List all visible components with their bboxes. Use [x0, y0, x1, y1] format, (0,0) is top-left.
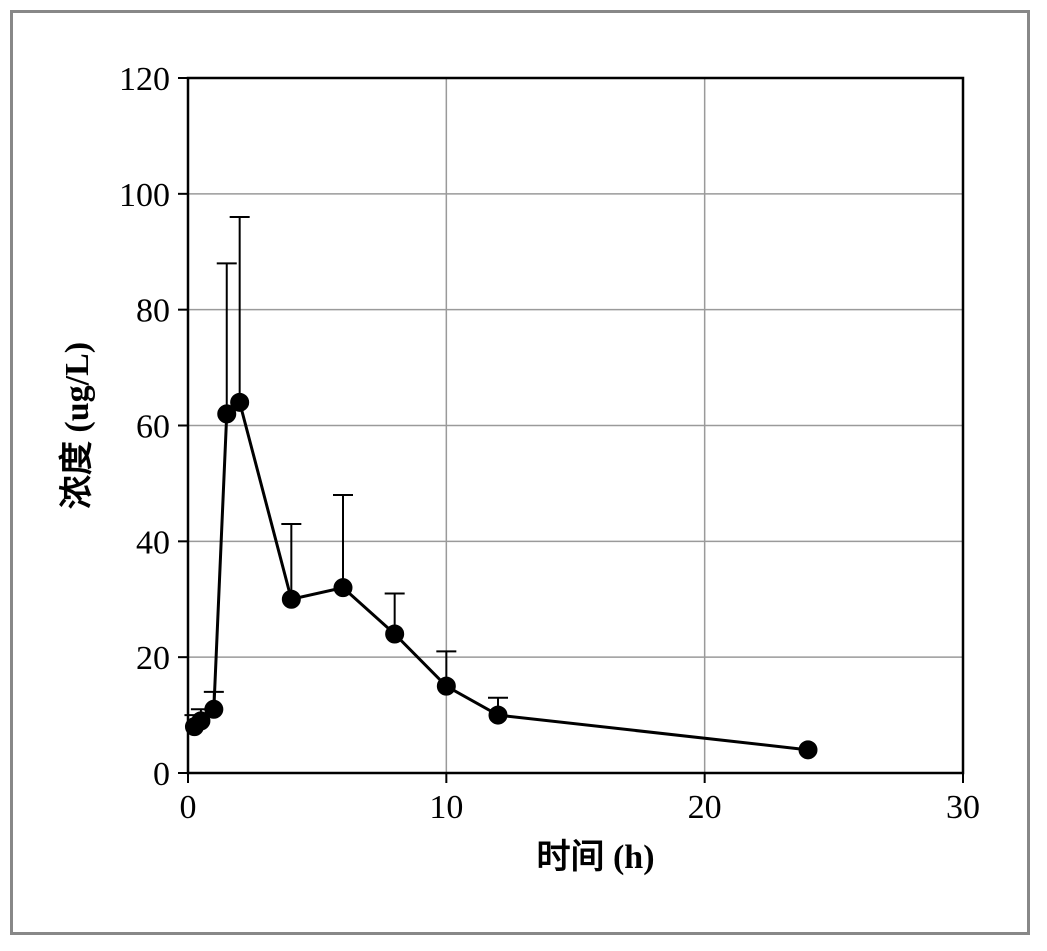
y-tick-label: 0 [153, 756, 170, 793]
y-tick-label: 60 [136, 409, 170, 446]
y-tick-label: 40 [136, 524, 170, 561]
x-tick-label: 10 [429, 789, 463, 826]
concentration-time-chart: 0 10 20 30 0 20 40 60 80 100 120 时间 (h) 浓度 (ug/L) [33, 33, 1013, 918]
data-point [205, 700, 223, 718]
data-point [386, 625, 404, 643]
data-point [334, 579, 352, 597]
y-axis-label: 浓度 (ug/L) [58, 342, 96, 509]
y-tick-label: 100 [119, 177, 170, 214]
data-point [231, 393, 249, 411]
data-point [437, 677, 455, 695]
figure-outer-frame: 0 10 20 30 0 20 40 60 80 100 120 时间 (h) 浓度 (ug/L) [10, 10, 1030, 935]
x-tick-label: 0 [180, 789, 197, 826]
data-point [489, 706, 507, 724]
x-tick-label: 30 [946, 789, 980, 826]
x-tick-label: 20 [688, 789, 722, 826]
y-tick-label: 120 [119, 61, 170, 98]
x-axis-label: 时间 (h) [536, 838, 654, 876]
data-point [799, 741, 817, 759]
y-tick-label: 80 [136, 293, 170, 330]
y-tick-label: 20 [136, 640, 170, 677]
chart-container: 0 10 20 30 0 20 40 60 80 100 120 时间 (h) 浓度 (ug/L) [33, 33, 1007, 912]
data-point [282, 590, 300, 608]
